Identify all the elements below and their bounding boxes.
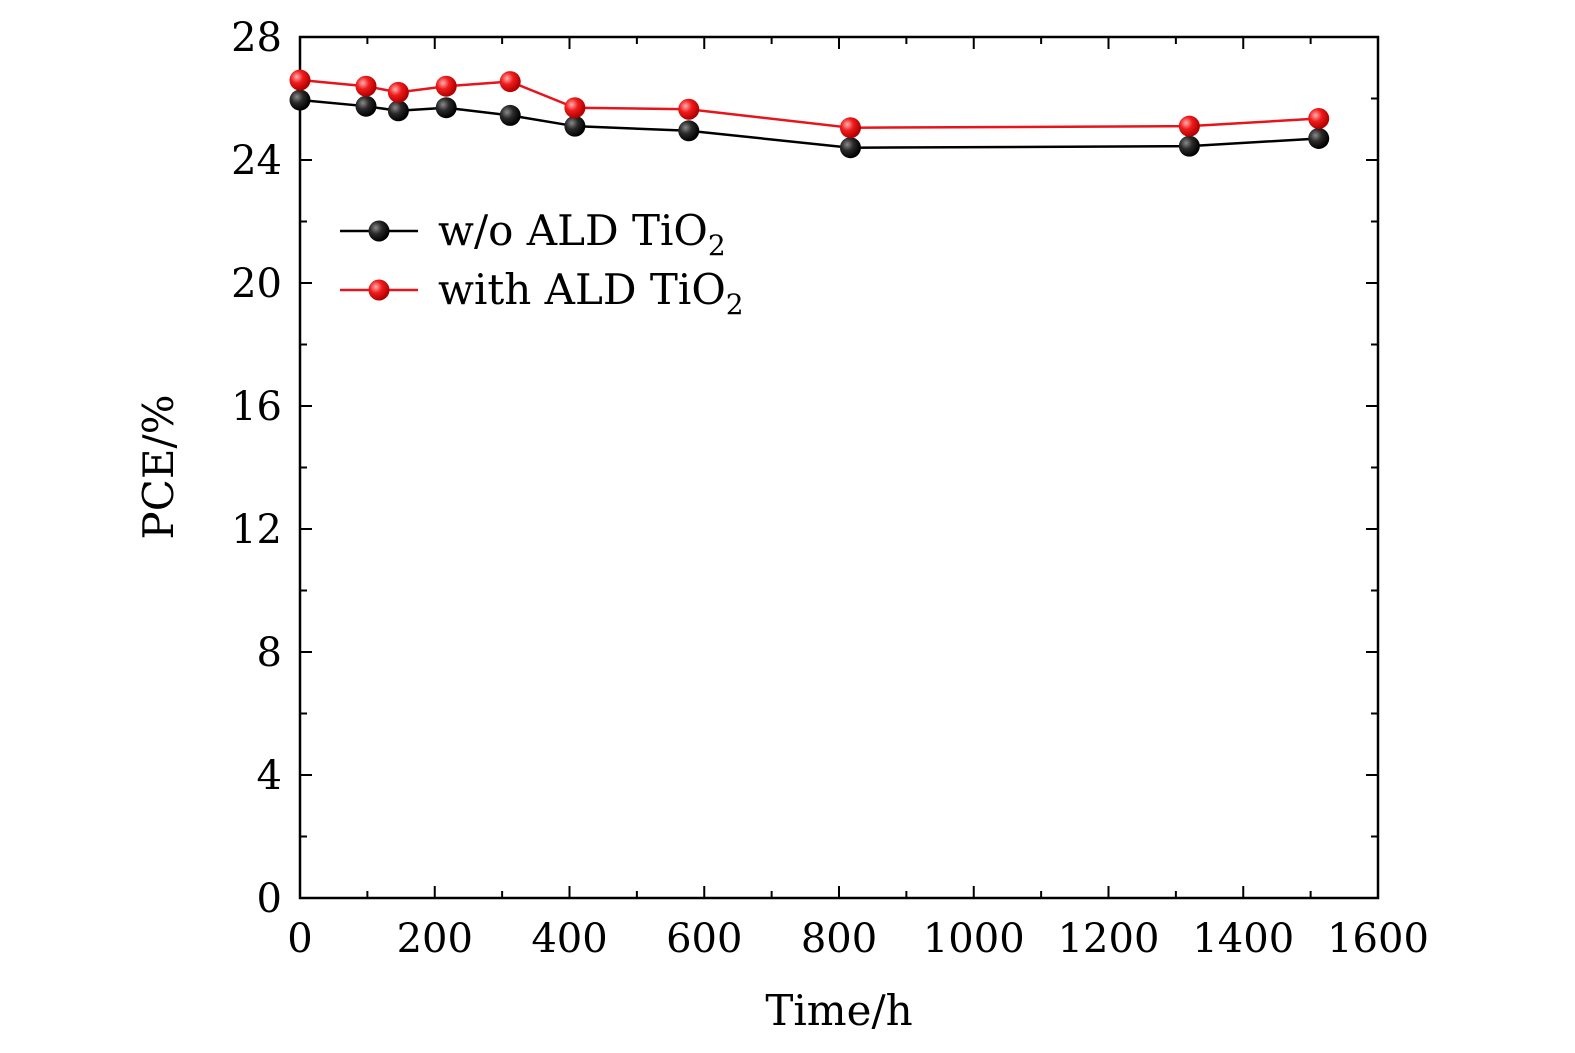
x-tick-label: 200 [397,916,473,962]
legend-subscript: 2 [708,229,726,262]
legend-label: with ALD TiO2 [438,265,744,321]
x-tick-label: 400 [531,916,607,962]
x-axis-label: Time/h [765,986,912,1035]
data-point [564,97,586,119]
x-axis-ticks [299,37,1379,898]
data-point [289,69,311,91]
x-tick-label: 1400 [1192,916,1294,962]
data-point [499,71,521,93]
y-tick-label: 16 [231,384,282,430]
y-axis-label: PCE/% [134,394,183,539]
x-tick-label: 600 [666,916,742,962]
y-tick-label: 4 [257,753,282,799]
x-tick-label: 800 [801,916,877,962]
series-layer [289,69,1330,159]
legend-item: w/o ALD TiO2 [340,206,726,262]
y-tick-label: 28 [231,15,282,61]
x-axis-tick-labels: 0 200 400 600 800 1000 1200 1400 1600 [287,916,1429,962]
data-point [1308,107,1330,129]
data-point [678,98,700,120]
series-1 [289,69,1330,139]
legend-item: with ALD TiO2 [340,265,744,321]
data-point [1178,115,1200,137]
data-point [678,120,700,142]
y-tick-label: 24 [231,138,282,184]
series-0 [289,89,1330,159]
legend-subscript: 2 [726,288,744,321]
series-line [299,98,1319,149]
x-tick-label: 1200 [1058,916,1160,962]
data-point [355,95,377,117]
series-line [299,78,1319,129]
data-point [564,115,586,137]
x-tick-label: 0 [287,916,312,962]
plot-frame [298,35,1380,900]
data-point [839,117,861,139]
data-point [839,137,861,159]
data-point [435,97,457,119]
data-point [355,75,377,97]
y-tick-label: 0 [257,876,282,922]
y-tick-label: 20 [231,261,282,307]
x-tick-label: 1000 [923,916,1025,962]
y-axis-ticks [300,36,1378,899]
data-point [435,75,457,97]
data-point [1308,127,1330,149]
y-tick-label: 12 [231,507,282,553]
data-point [289,89,311,111]
y-axis-tick-labels: 0 4 8 12 16 20 24 28 [231,15,282,922]
legend-label: w/o ALD TiO2 [438,206,726,262]
data-point [387,100,409,122]
legend-marker [368,220,390,242]
legend-marker [368,279,390,301]
y-tick-label: 8 [257,630,282,676]
data-point [499,104,521,126]
data-point [387,81,409,103]
data-point [1178,135,1200,157]
x-tick-label: 1600 [1327,916,1429,962]
